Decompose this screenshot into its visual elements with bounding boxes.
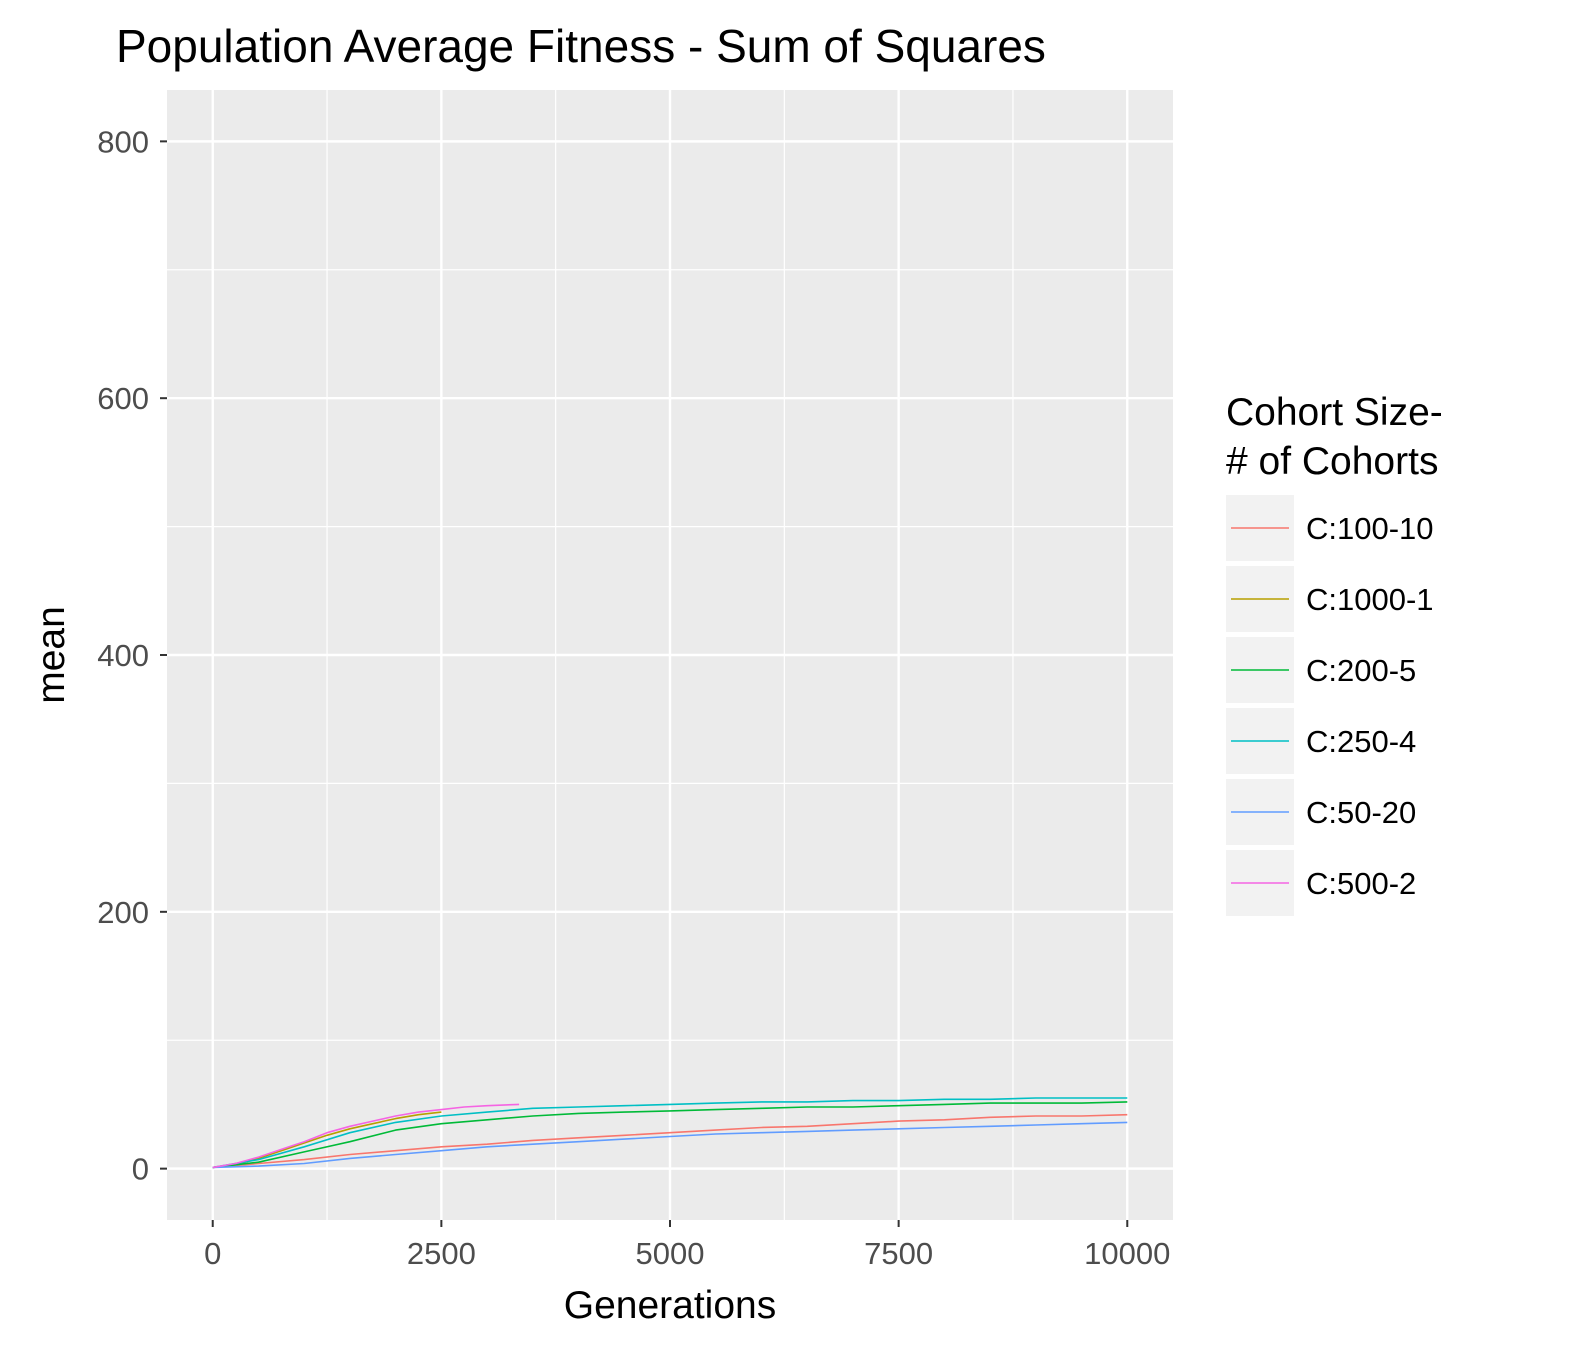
- series-line-C:50-20: [212, 1121, 1128, 1169]
- legend-label: C:100-10: [1306, 511, 1434, 546]
- x-tick-label: 2500: [407, 1236, 476, 1271]
- x-tick-label: 5000: [636, 1236, 705, 1271]
- legend: Cohort Size- # of Cohorts C:100-10 C:1000-…: [1226, 391, 1443, 916]
- x-axis-title: Generations: [564, 1284, 776, 1327]
- x-tick-label: 10000: [1084, 1236, 1170, 1271]
- legend-title: Cohort Size-: [1226, 391, 1443, 434]
- series-line-C:250-4: [212, 1097, 1128, 1169]
- y-tick-label: 200: [97, 895, 149, 930]
- y-tick-label: 400: [97, 638, 149, 673]
- y-tick-label: 800: [97, 124, 149, 159]
- y-axis-title: mean: [30, 606, 73, 704]
- series-line-C:500-2: [212, 1103, 520, 1169]
- series-line-C:200-5: [212, 1101, 1128, 1169]
- legend-label: C:250-4: [1306, 724, 1416, 759]
- y-tick-label: 600: [97, 381, 149, 416]
- series-line-C:100-10: [212, 1113, 1128, 1169]
- legend-label: C:1000-1: [1306, 582, 1434, 617]
- legend-label: C:50-20: [1306, 795, 1416, 830]
- plot-panel: [167, 90, 1173, 1220]
- legend-label: C:200-5: [1306, 653, 1416, 688]
- axis-ticks: 0 2500 5000 7500 10000 0 200 400 600 800: [97, 124, 1170, 1271]
- x-tick-label: 0: [204, 1236, 221, 1271]
- chart-title: Population Average Fitness - Sum of Squa…: [116, 20, 1046, 72]
- legend-title: # of Cohorts: [1226, 440, 1438, 483]
- y-tick-label: 0: [132, 1152, 149, 1187]
- x-tick-label: 7500: [864, 1236, 933, 1271]
- legend-label: C:500-2: [1306, 866, 1416, 901]
